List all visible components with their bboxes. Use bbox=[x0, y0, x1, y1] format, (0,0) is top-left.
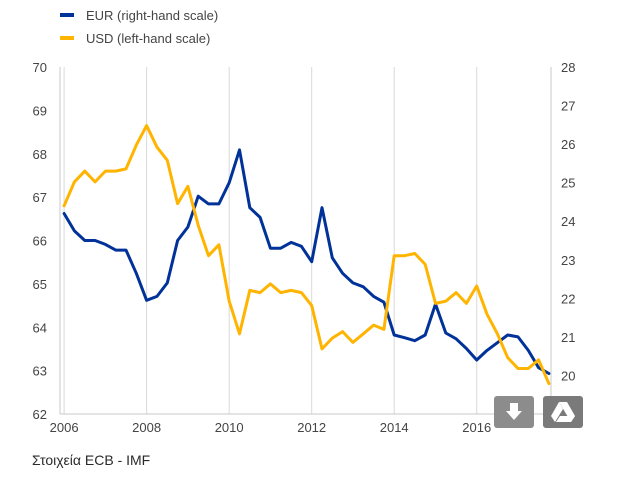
series-lines bbox=[62, 124, 551, 386]
grid bbox=[63, 67, 478, 414]
x-tick-label: 2010 bbox=[215, 420, 244, 435]
y-left-tick-label: 70 bbox=[33, 60, 47, 75]
source-note: Στοιχεία ECB - IMF bbox=[32, 452, 151, 468]
x-tick-label: 2012 bbox=[297, 420, 326, 435]
y-right-tick-label: 23 bbox=[561, 253, 575, 268]
google-drive-button[interactable] bbox=[543, 396, 583, 428]
google-drive-icon bbox=[551, 402, 575, 422]
y-right-tick-label: 26 bbox=[561, 137, 575, 152]
y-right-tick-label: 22 bbox=[561, 291, 575, 306]
y-right-tick-label: 24 bbox=[561, 214, 575, 229]
axes: 2006 2008 2010 2012 2014 2016 62 63 64 65 66 67 68 69… bbox=[33, 60, 576, 435]
y-left-tick-label: 62 bbox=[33, 407, 47, 422]
y-right-tick-label: 28 bbox=[561, 60, 575, 75]
x-tick-label: 2016 bbox=[462, 420, 491, 435]
series-line-eur bbox=[62, 148, 551, 375]
y-right-tick-label: 21 bbox=[561, 330, 575, 345]
download-icon bbox=[506, 403, 522, 420]
y-left-tick-label: 69 bbox=[33, 103, 47, 118]
legend-label-usd: USD (left-hand scale) bbox=[86, 31, 210, 46]
y-left-tick-label: 64 bbox=[33, 320, 47, 335]
x-tick-label: 2008 bbox=[132, 420, 161, 435]
y-right-tick-label: 27 bbox=[561, 99, 575, 114]
legend-swatch-usd bbox=[60, 36, 74, 40]
x-tick-label: 2014 bbox=[380, 420, 409, 435]
y-right-tick-label: 20 bbox=[561, 368, 575, 383]
legend-swatch-eur bbox=[60, 13, 74, 17]
x-tick-label: 2006 bbox=[50, 420, 79, 435]
download-button[interactable] bbox=[494, 396, 534, 428]
y-left-tick-label: 65 bbox=[33, 277, 47, 292]
y-right-tick-label: 25 bbox=[561, 176, 575, 191]
y-left-tick-label: 67 bbox=[33, 190, 47, 205]
y-left-tick-label: 68 bbox=[33, 147, 47, 162]
series-line-usd bbox=[62, 124, 551, 386]
legend-label-eur: EUR (right-hand scale) bbox=[86, 8, 218, 23]
y-left-tick-label: 66 bbox=[33, 234, 47, 249]
legend: EUR (right-hand scale) USD (left-hand sc… bbox=[60, 8, 218, 46]
y-left-tick-label: 63 bbox=[33, 364, 47, 379]
